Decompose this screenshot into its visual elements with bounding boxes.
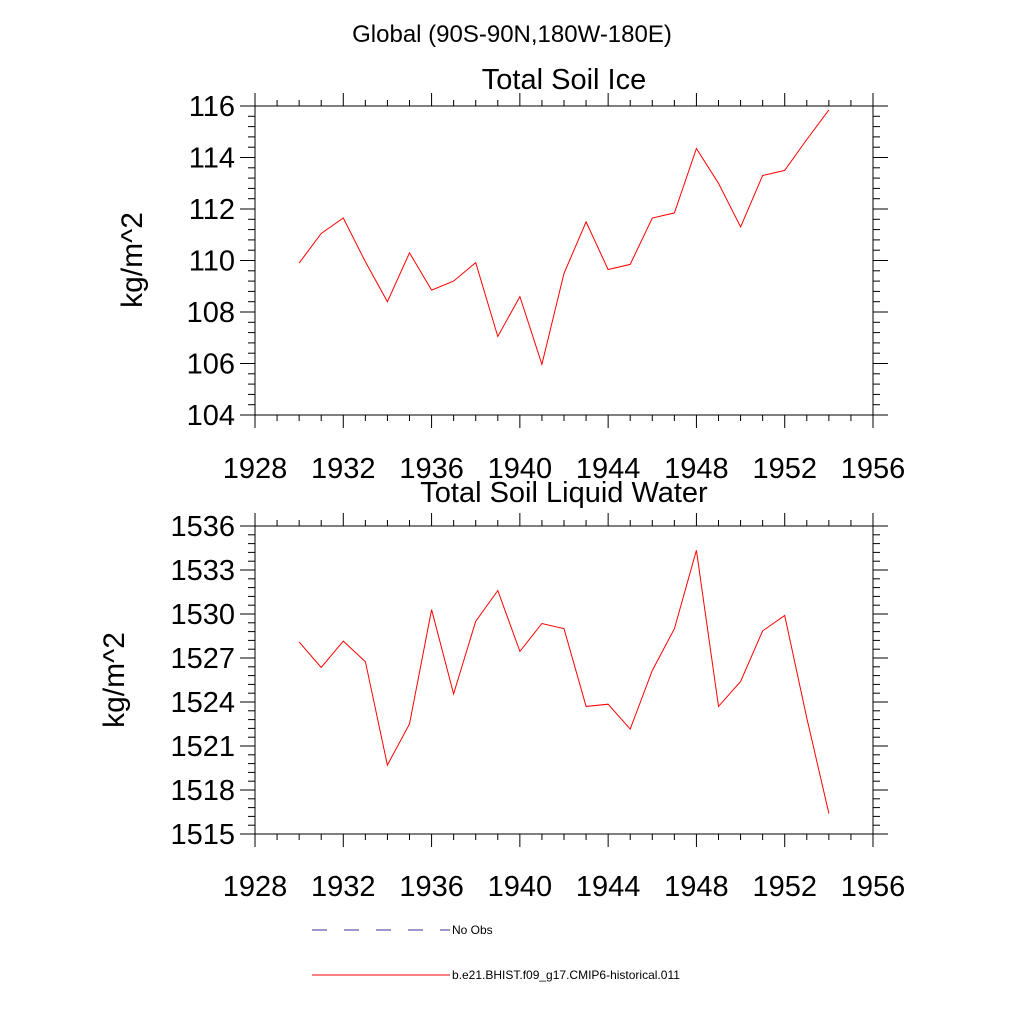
xtick-label: 1944 xyxy=(576,453,641,485)
xtick-label: 1936 xyxy=(399,871,464,903)
xtick-label: 1928 xyxy=(223,453,288,485)
legend-label-model: b.e21.BHIST.f09_g17.CMIP6-historical.011 xyxy=(452,968,680,982)
legend: No Obs b.e21.BHIST.f09_g17.CMIP6-histori… xyxy=(312,923,680,982)
panel-soil-ice: Total Soil Ice kg/m^2 1928 1932 1936 1940 19… xyxy=(116,64,905,485)
xtick-label: 1932 xyxy=(311,453,376,485)
xtick-label: 1944 xyxy=(576,871,641,903)
xtick-label: 1956 xyxy=(841,871,906,903)
series-line-soil-liquid xyxy=(298,550,830,814)
panel-soil-ice-ylabel: kg/m^2 xyxy=(116,212,149,308)
ytick-label: 112 xyxy=(189,194,235,226)
ytick-label: 114 xyxy=(189,143,235,175)
xtick-label: 1932 xyxy=(311,871,376,903)
ytick-label: 1527 xyxy=(170,643,235,675)
panel-soil-ice-title: Total Soil Ice xyxy=(482,64,646,96)
ytick-label: 1536 xyxy=(170,511,235,543)
panel-soil-liquid-ylabel: kg/m^2 xyxy=(98,632,131,728)
panel-soil-liquid-ticks: 1928 1932 1936 1940 1944 1948 1952 1956 1515 1518… xyxy=(170,511,905,903)
ytick-label: 1515 xyxy=(170,819,235,851)
ytick-label: 1524 xyxy=(170,687,235,719)
ytick-label: 1533 xyxy=(170,555,235,587)
series-line-soil-ice xyxy=(298,109,830,367)
ytick-label: 104 xyxy=(187,400,235,432)
ytick-label: 1530 xyxy=(170,599,235,631)
ytick-label: 1518 xyxy=(170,775,235,807)
panel-soil-ice-ticks: 1928 1932 1936 1940 1944 1948 1952 1956 104 106 10… xyxy=(187,91,906,485)
panel-soil-liquid-title: Total Soil Liquid Water xyxy=(420,477,708,509)
legend-label-no-obs: No Obs xyxy=(452,923,493,937)
panel-soil-liquid-series xyxy=(298,550,830,814)
xtick-label: 1940 xyxy=(488,871,553,903)
xtick-label: 1952 xyxy=(752,453,817,485)
panel-soil-ice-series xyxy=(298,109,830,367)
xtick-label: 1952 xyxy=(752,871,817,903)
ytick-label: 110 xyxy=(189,246,235,278)
panel-soil-ice-frame xyxy=(254,105,874,416)
ytick-label: 1521 xyxy=(170,731,235,763)
panel-soil-liquid: Total Soil Liquid Water kg/m^2 1928 1932 1… xyxy=(98,477,905,903)
xtick-label: 1948 xyxy=(664,871,729,903)
ytick-label: 108 xyxy=(187,297,235,329)
ytick-label: 116 xyxy=(189,91,235,123)
xtick-label: 1936 xyxy=(399,453,464,485)
xtick-label: 1928 xyxy=(223,871,288,903)
ytick-label: 106 xyxy=(187,349,235,381)
xtick-label: 1948 xyxy=(664,453,729,485)
xtick-label: 1940 xyxy=(488,453,553,485)
xtick-label: 1956 xyxy=(841,453,906,485)
figure-title: Global (90S-90N,180W-180E) xyxy=(352,21,672,48)
panel-soil-liquid-frame xyxy=(254,525,874,835)
